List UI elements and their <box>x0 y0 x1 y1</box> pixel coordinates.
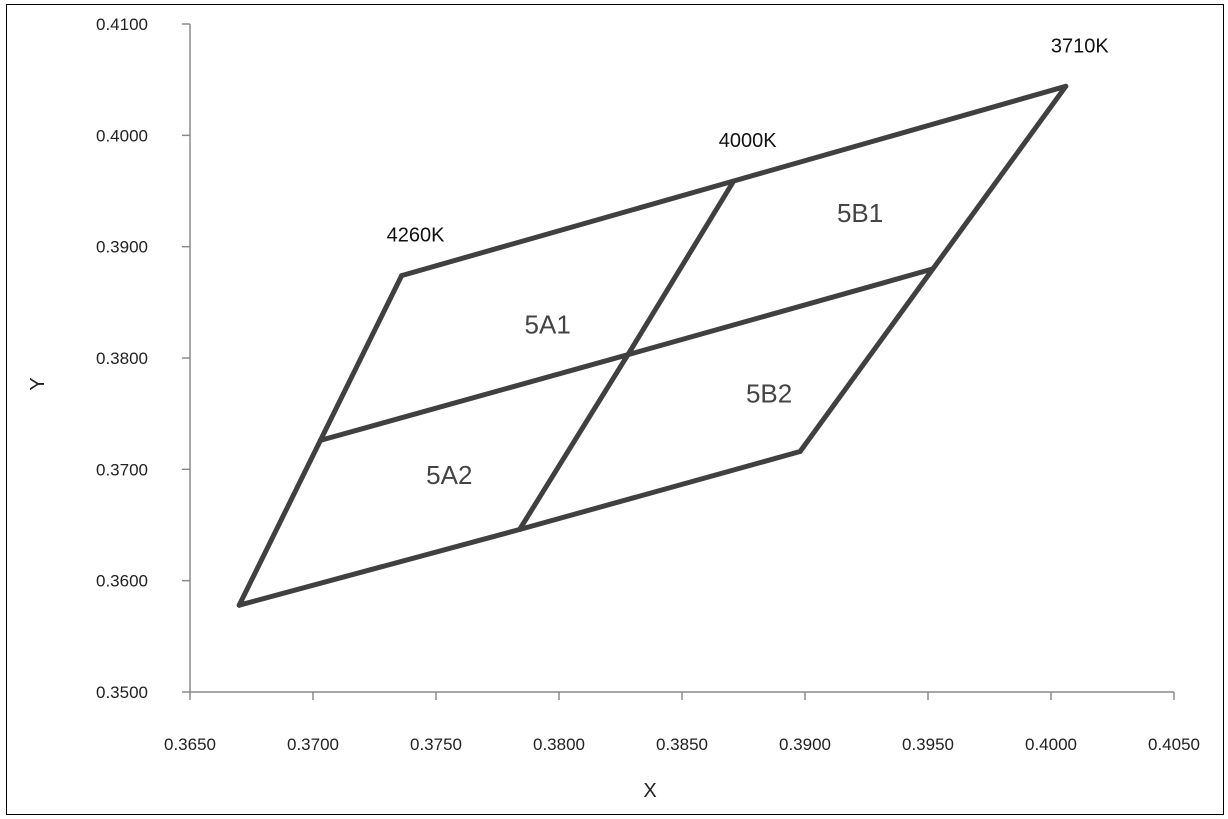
x-ticks: 0.3650 0.3700 0.3750 0.3800 0.3850 0.3900 0.39… <box>164 692 1200 754</box>
bin-label: 5A2 <box>426 460 472 490</box>
y-tick-label: 0.3500 <box>96 683 148 702</box>
bin-boundary-line <box>236 273 405 608</box>
bin-labels: 5A1 5A2 5B1 5B2 <box>426 198 883 490</box>
y-tick-label: 0.3800 <box>96 349 148 368</box>
x-tick-label: 0.3650 <box>164 735 216 754</box>
cct-labels: 4260K 4000K 3710K <box>387 35 1110 246</box>
y-tick-label: 0.3700 <box>96 460 148 479</box>
x-axis-title: X <box>643 780 656 802</box>
x-tick-label: 0.3750 <box>410 735 462 754</box>
x-tick-label: 0.4050 <box>1148 735 1200 754</box>
x-tick-label: 0.3950 <box>902 735 954 754</box>
axes: 0.3650 0.3700 0.3750 0.3800 0.3850 0.3900 0.39… <box>96 15 1200 754</box>
bin-boundary-line <box>517 178 737 532</box>
y-tick-label: 0.3900 <box>96 238 148 257</box>
cct-label: 4000K <box>719 130 777 152</box>
cct-label: 3710K <box>1051 35 1109 57</box>
bin-boundary-line <box>797 83 1069 454</box>
y-tick-label: 0.3600 <box>96 572 148 591</box>
y-ticks: 0.3500 0.3600 0.3700 0.3800 0.3900 0.4000 0.41… <box>96 15 190 702</box>
bin-label: 5B1 <box>837 198 883 228</box>
x-tick-label: 0.3800 <box>533 735 585 754</box>
y-axis-title: Y <box>27 377 49 390</box>
x-tick-label: 0.4000 <box>1025 735 1077 754</box>
y-tick-label: 0.4000 <box>96 126 148 145</box>
chart-frame <box>6 4 1224 815</box>
bin-label: 5B2 <box>746 379 792 409</box>
bin-label: 5A1 <box>525 310 571 340</box>
x-tick-label: 0.3850 <box>656 735 708 754</box>
x-tick-label: 0.3700 <box>287 735 339 754</box>
bin-outline-series <box>236 83 1069 608</box>
cct-label: 4260K <box>387 225 445 247</box>
x-tick-label: 0.3900 <box>779 735 831 754</box>
y-tick-label: 0.4100 <box>96 15 148 34</box>
